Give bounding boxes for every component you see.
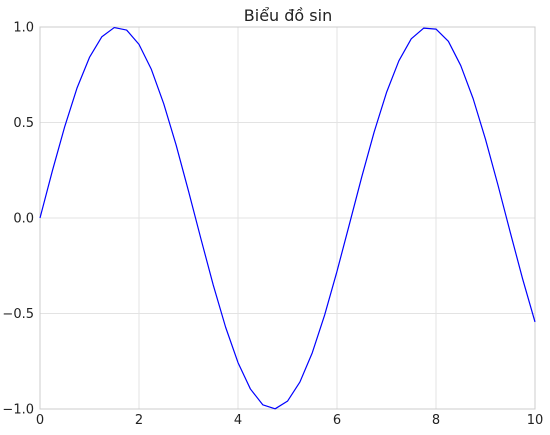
series-line-0 [39, 26, 536, 410]
x-tick-label: 8 [432, 413, 440, 428]
y-tick-label: −1.0 [2, 403, 34, 418]
y-tick-label: 0.0 [13, 212, 34, 227]
x-tick-label: 6 [333, 413, 341, 428]
y-tick-label: 0.5 [13, 116, 34, 131]
y-axis-ticks: −1.0 −0.5 0.0 0.5 1.0 [2, 21, 34, 418]
x-tick-label: 2 [135, 413, 143, 428]
y-tick-label: 1.0 [13, 21, 34, 36]
x-axis-ticks: 0 2 4 6 8 10 [36, 413, 543, 428]
y-tick-label: −0.5 [2, 307, 34, 322]
x-tick-label: 10 [527, 413, 544, 428]
grid [39, 26, 536, 410]
x-tick-label: 0 [36, 413, 44, 428]
chart-title: Biểu đồ sin [244, 6, 332, 25]
series-group [39, 26, 536, 410]
x-tick-label: 4 [234, 413, 242, 428]
